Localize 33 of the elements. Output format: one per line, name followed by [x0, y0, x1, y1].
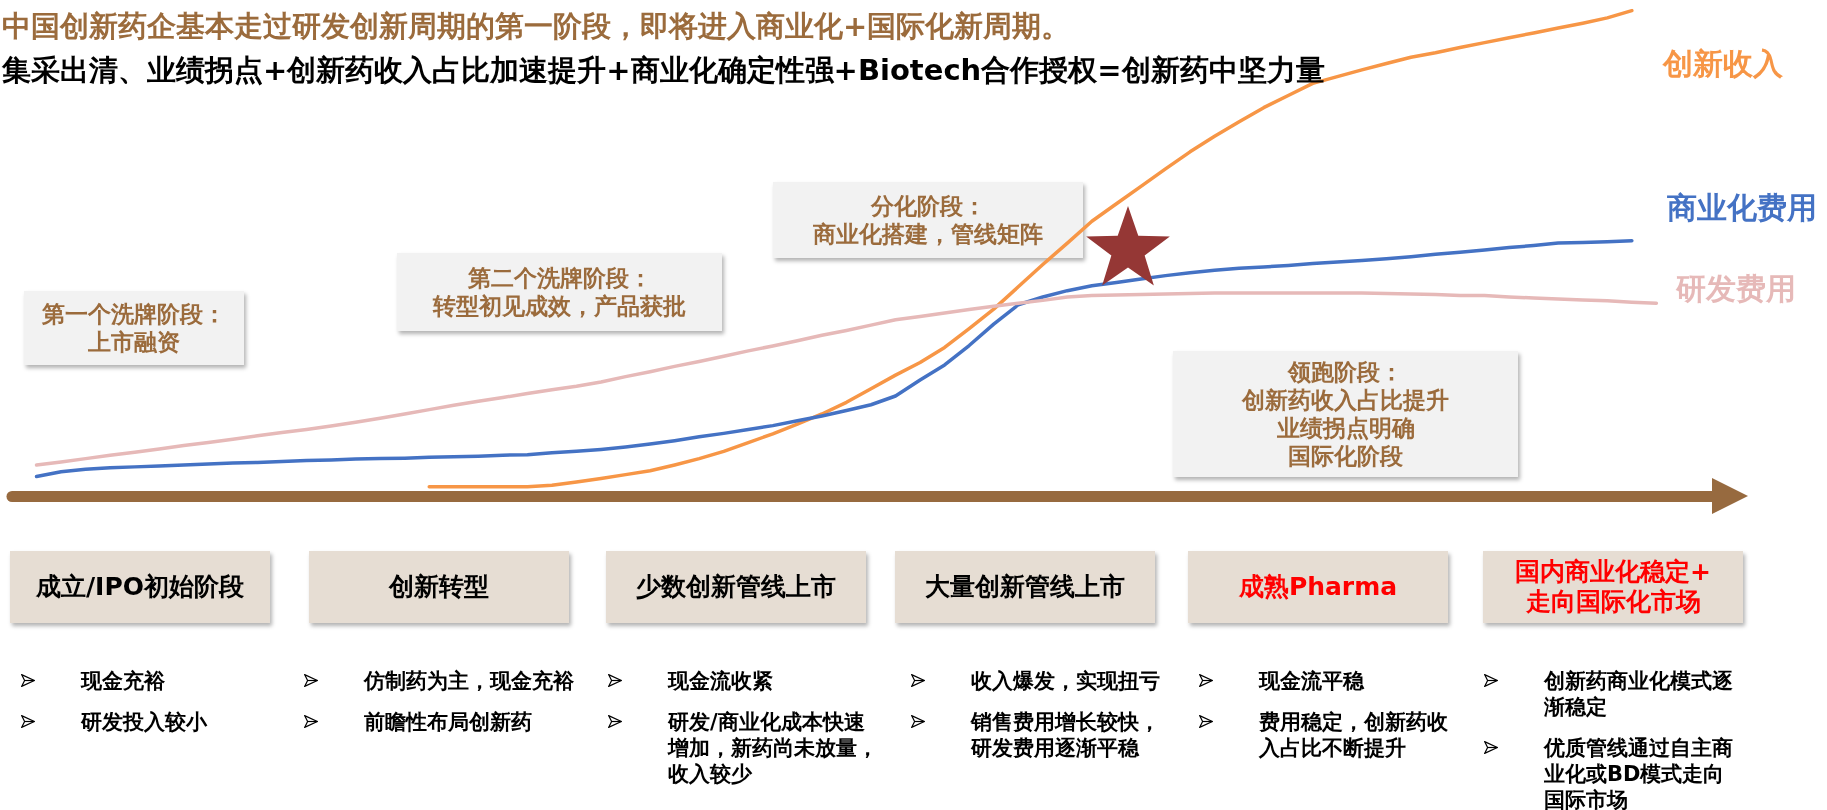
- text: 现金流平稳: [1259, 668, 1366, 694]
- text: 现金流收紧: [668, 668, 774, 694]
- annotation: 转型初见成效，产品获批: [433, 292, 686, 320]
- text: 国内商业化稳定+走向国际化市场: [1514, 557, 1712, 617]
- text: 成熟Pharma: [1238, 572, 1398, 602]
- chart-title: 中国创新药企基本走过研发创新周期的第一阶段，即将进入商业化+国际化新周期。: [2, 9, 1071, 43]
- text: 大量创新管线上市: [925, 572, 1125, 602]
- series-label: 研发费用: [1675, 270, 1797, 306]
- annotation: 领跑阶段：: [1288, 358, 1403, 386]
- text: 销售费用增长较快，研发费用逐渐平稳: [971, 709, 1161, 761]
- text: 创新转型: [389, 572, 489, 602]
- annotation: 国际化阶段: [1288, 442, 1403, 470]
- text: 研发投入较小: [81, 709, 208, 735]
- annotation: 业绩拐点明确: [1276, 414, 1415, 442]
- text: 集采出清、业绩拐点+创新药收入占比加速提升+商业化确定性强+Biotech合作授权=创新药中坚力量: [2, 53, 1325, 87]
- annotation: 商业化搭建，管线矩阵: [813, 220, 1043, 248]
- text: 研发/商业化成本快速增加，新药尚未放量，收入较少: [668, 709, 879, 787]
- series-label: 商业化费用: [1666, 190, 1817, 226]
- annotation: 第二个洗牌阶段：: [467, 264, 652, 292]
- text: 优质管线通过自主商业化或BD模式走向国际市场: [1544, 735, 1734, 810]
- text: 创新药商业化模式逐渐稳定: [1544, 668, 1734, 720]
- text: 前瞻性布局创新药: [364, 709, 533, 735]
- text: 少数创新管线上市: [636, 572, 836, 602]
- text: 收入爆发，实现扭亏: [971, 668, 1161, 694]
- annotation: 创新药收入占比提升: [1242, 386, 1449, 414]
- text: 现金充裕: [81, 668, 166, 694]
- annotation: 分化阶段：: [870, 192, 986, 220]
- series-label: 创新收入: [1661, 46, 1784, 82]
- annotation: 上市融资: [88, 328, 180, 356]
- text: 费用稳定，创新药收入占比不断提升: [1259, 709, 1449, 761]
- annotation: 第一个洗牌阶段：: [42, 300, 226, 328]
- text: 仿制药为主，现金充裕: [364, 668, 575, 694]
- text: 成立/IPO初始阶段: [35, 572, 244, 602]
